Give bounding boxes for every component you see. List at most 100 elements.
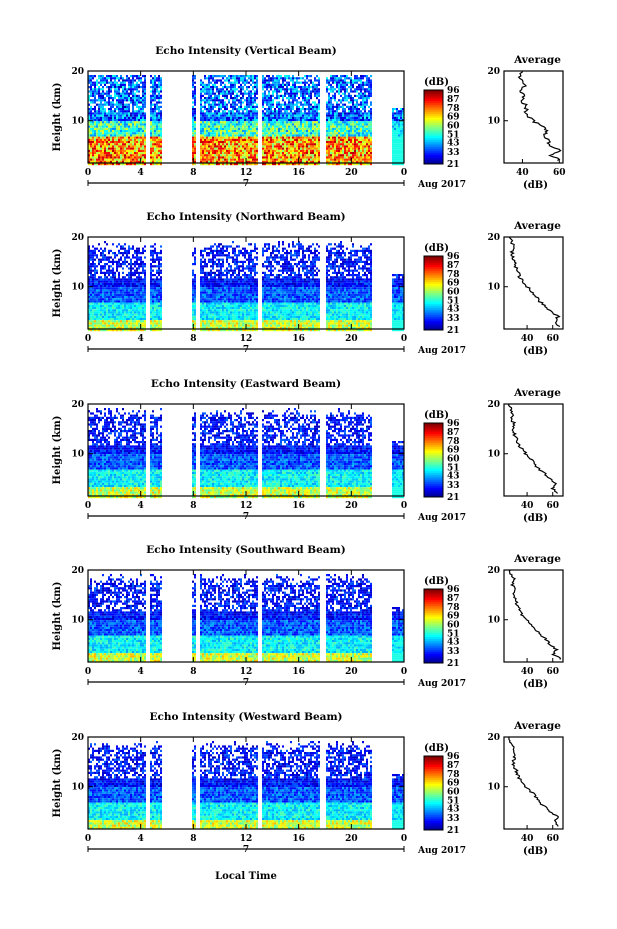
- heatmap-cell: [142, 121, 144, 123]
- heatmap-cell: [114, 93, 116, 95]
- heatmap-cell: [194, 145, 196, 147]
- heatmap-cell: [142, 99, 144, 101]
- heatmap-cell: [116, 119, 118, 121]
- heatmap-cell: [156, 106, 158, 108]
- heatmap-cell: [154, 77, 156, 79]
- heatmap-cell: [116, 159, 118, 161]
- heatmap-cell: [118, 121, 120, 123]
- heatmap-cell: [102, 86, 104, 88]
- heatmap-cell: [152, 79, 154, 81]
- heatmap-cell: [152, 86, 154, 88]
- heatmap-cell: [108, 143, 110, 145]
- heatmap-cell: [114, 104, 116, 106]
- heatmap-cell: [120, 106, 122, 108]
- heatmap-cell: [204, 121, 206, 123]
- heatmap-cell: [202, 90, 204, 92]
- heatmap-cell: [102, 79, 104, 81]
- heatmap-cell: [144, 139, 146, 141]
- heatmap-cell: [96, 117, 98, 119]
- heatmap-cell: [150, 134, 152, 136]
- heatmap-cell: [124, 90, 126, 92]
- heatmap-cell: [208, 93, 210, 95]
- heatmap-cell: [156, 156, 158, 158]
- heatmap-cell: [206, 139, 208, 141]
- heatmap-cell: [152, 121, 154, 123]
- heatmap-cell: [108, 97, 110, 99]
- heatmap-cell: [206, 132, 208, 134]
- heatmap-cell: [100, 117, 102, 119]
- heatmap-cell: [130, 121, 132, 123]
- heatmap-cell: [96, 128, 98, 130]
- heatmap-cell: [102, 117, 104, 119]
- heatmap-cell: [150, 130, 152, 132]
- heatmap-cell: [204, 143, 206, 145]
- heatmap-cell: [126, 95, 128, 97]
- heatmap-cell: [200, 115, 202, 117]
- heatmap-cell: [108, 152, 110, 154]
- heatmap-cell: [102, 159, 104, 161]
- heatmap-cell: [204, 106, 206, 108]
- heatmap-cell: [152, 97, 154, 99]
- heatmap-cell: [144, 152, 146, 154]
- heatmap-cell: [150, 132, 152, 134]
- heatmap-cell: [138, 115, 140, 117]
- heatmap-cell: [158, 77, 160, 79]
- heatmap-cell: [98, 104, 100, 106]
- heatmap-cell: [142, 82, 144, 84]
- heatmap-cell: [130, 137, 132, 139]
- heatmap-cell: [192, 108, 194, 110]
- heatmap-cell: [208, 101, 210, 103]
- heatmap-cell: [92, 123, 94, 125]
- heatmap-cell: [208, 104, 210, 106]
- heatmap-cell: [156, 95, 158, 97]
- heatmap-cell: [118, 148, 120, 150]
- heatmap-cell: [98, 143, 100, 145]
- heatmap-cell: [194, 104, 196, 106]
- heatmap-cell: [160, 106, 162, 108]
- heatmap-cell: [108, 148, 110, 150]
- heatmap-cell: [104, 110, 106, 112]
- heatmap-cell: [206, 84, 208, 86]
- heatmap-cell: [140, 112, 142, 114]
- heatmap-cell: [100, 143, 102, 145]
- heatmap-cell: [120, 154, 122, 156]
- heatmap-cell: [110, 77, 112, 79]
- heatmap-cell: [150, 117, 152, 119]
- heatmap-cell: [138, 79, 140, 81]
- heatmap-cell: [192, 139, 194, 141]
- heatmap-cell: [98, 88, 100, 90]
- heatmap-cell: [92, 132, 94, 134]
- heatmap-cell: [106, 128, 108, 130]
- heatmap-cell: [90, 79, 92, 81]
- heatmap-cell: [192, 77, 194, 79]
- heatmap-cell: [94, 156, 96, 158]
- heatmap-cell: [152, 88, 154, 90]
- heatmap-cell: [192, 121, 194, 123]
- heatmap-cell: [104, 126, 106, 128]
- heatmap-cell: [124, 126, 126, 128]
- heatmap-cell: [132, 134, 134, 136]
- heatmap-cell: [138, 150, 140, 152]
- heatmap-cell: [194, 159, 196, 161]
- heatmap-cell: [124, 119, 126, 121]
- heatmap-cell: [152, 123, 154, 125]
- heatmap-cell: [134, 84, 136, 86]
- heatmap-cell: [192, 137, 194, 139]
- heatmap-cell: [120, 130, 122, 132]
- heatmap-cell: [140, 128, 142, 130]
- heatmap-cell: [110, 148, 112, 150]
- heatmap-cell: [202, 121, 204, 123]
- heatmap-cell: [132, 126, 134, 128]
- heatmap-cell: [114, 88, 116, 90]
- heatmap-cell: [104, 141, 106, 143]
- heatmap-cell: [98, 128, 100, 130]
- heatmap-cell: [120, 97, 122, 99]
- heatmap-cell: [132, 84, 134, 86]
- heatmap-cell: [140, 117, 142, 119]
- heatmap-cell: [126, 110, 128, 112]
- heatmap-cell: [142, 86, 144, 88]
- heatmap-cell: [192, 150, 194, 152]
- heatmap-cell: [134, 148, 136, 150]
- heatmap-cell: [136, 77, 138, 79]
- heatmap-cell: [194, 115, 196, 117]
